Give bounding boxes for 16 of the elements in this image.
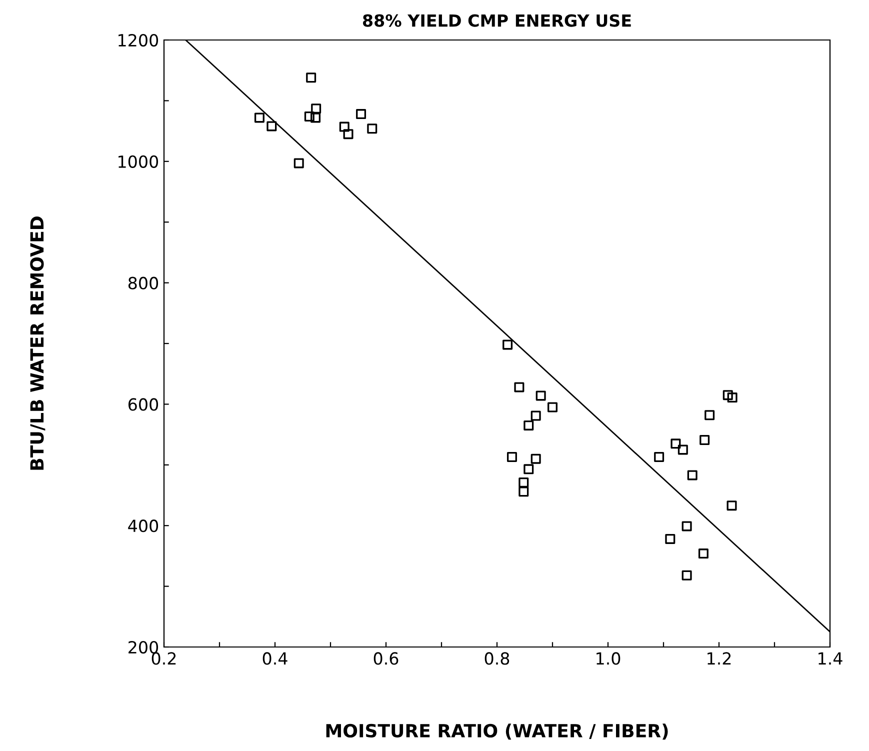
x-tick-label: 0.8 (484, 652, 510, 665)
x-tick-label: 1.0 (596, 652, 620, 665)
y-tick-label: 400 (128, 520, 158, 532)
x-tick-label: 1.4 (818, 652, 842, 665)
x-tick-label: 0.2 (152, 652, 176, 665)
y-tick-label: 600 (128, 398, 158, 411)
y-tick-label: 200 (128, 640, 158, 654)
x-tick-label: 1.2 (708, 652, 731, 665)
y-axis-title: BTU/LB WATER REMOVED (30, 216, 46, 470)
y-tick-label: 1000 (118, 155, 158, 168)
x-tick-label: 0.4 (262, 652, 288, 665)
y-tick-label: 800 (128, 276, 158, 290)
x-tick-label: 0.6 (374, 652, 398, 665)
y-tick-label: 1200 (118, 34, 158, 47)
chart-title: 88% YIELD CMP ENERGY USE (362, 14, 631, 27)
x-axis-title: MOISTURE RATIO (WATER / FIBER) (326, 724, 668, 740)
